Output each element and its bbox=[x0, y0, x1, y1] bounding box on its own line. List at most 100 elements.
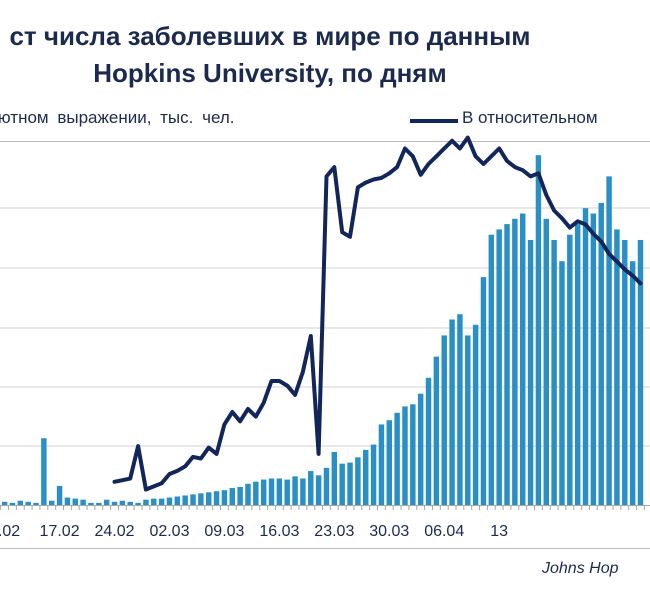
bar bbox=[119, 500, 126, 505]
bar bbox=[629, 261, 636, 505]
bar bbox=[347, 462, 353, 505]
bar bbox=[433, 356, 440, 505]
relative-series-line bbox=[112, 135, 643, 492]
bar bbox=[512, 218, 518, 506]
x-axis: 0.02 17.02 24.02 02.03 09.03 16.03 23.03 30.03 0… bbox=[0, 505, 650, 540]
chart-title-line-2: Hopkins University, по дням bbox=[93, 58, 447, 88]
bar bbox=[158, 498, 165, 505]
bar bbox=[402, 406, 408, 505]
bar bbox=[80, 499, 86, 505]
bar bbox=[213, 491, 220, 505]
top-separator bbox=[0, 141, 650, 142]
bar bbox=[449, 319, 455, 505]
x-tick-label: 24.02 bbox=[95, 523, 135, 540]
bar bbox=[41, 438, 47, 505]
bar bbox=[370, 444, 377, 505]
bar bbox=[504, 224, 510, 505]
bar bbox=[465, 335, 471, 505]
bars-layer bbox=[1, 155, 644, 506]
bar bbox=[527, 240, 534, 505]
bar bbox=[520, 213, 526, 505]
bar bbox=[425, 377, 432, 505]
bar bbox=[559, 261, 565, 505]
bar bbox=[472, 324, 479, 505]
bar bbox=[292, 476, 298, 505]
bar bbox=[49, 500, 55, 505]
bar bbox=[417, 393, 424, 505]
bar bbox=[582, 208, 589, 505]
bar bbox=[206, 492, 212, 505]
bar bbox=[229, 488, 235, 505]
bar bbox=[622, 240, 628, 505]
x-tick-label: 16.03 bbox=[259, 523, 299, 540]
line-layer bbox=[112, 135, 643, 492]
bar bbox=[598, 202, 604, 505]
bar bbox=[394, 412, 400, 505]
bar bbox=[363, 449, 369, 505]
bar bbox=[614, 229, 620, 505]
bar bbox=[488, 234, 495, 505]
bar bbox=[64, 497, 71, 505]
bar bbox=[25, 501, 31, 505]
bar bbox=[198, 493, 204, 505]
bar bbox=[253, 481, 259, 505]
bar bbox=[355, 457, 361, 505]
bar bbox=[237, 486, 243, 505]
bottom-separator bbox=[0, 548, 650, 549]
source-note: Johns Hop bbox=[542, 560, 619, 577]
bar bbox=[543, 218, 549, 506]
x-tick-label: 30.03 bbox=[369, 523, 409, 540]
bar bbox=[135, 502, 141, 505]
x-tick-label: 13 bbox=[490, 523, 508, 540]
bar bbox=[590, 213, 597, 505]
bar bbox=[260, 479, 267, 505]
bar bbox=[308, 471, 314, 505]
bar bbox=[284, 479, 290, 505]
bar bbox=[268, 478, 275, 505]
x-tick-label: 09.03 bbox=[204, 523, 244, 540]
bar bbox=[9, 502, 16, 505]
bar bbox=[221, 490, 228, 505]
bar bbox=[143, 499, 149, 505]
bar bbox=[190, 494, 196, 505]
bar bbox=[339, 463, 345, 505]
bar bbox=[96, 502, 102, 505]
bar bbox=[535, 155, 542, 505]
bar bbox=[457, 314, 463, 505]
bar bbox=[574, 224, 581, 505]
chart-title-line-1: ст числа заболевших в мире по данным bbox=[9, 21, 531, 51]
bar bbox=[480, 277, 487, 505]
bar bbox=[331, 452, 338, 505]
bar bbox=[245, 483, 251, 505]
bar bbox=[276, 478, 283, 505]
bar bbox=[567, 234, 573, 505]
bar bbox=[606, 176, 612, 505]
bar bbox=[127, 501, 133, 505]
bar bbox=[315, 475, 322, 505]
x-tick-label: 17.02 bbox=[40, 523, 80, 540]
bar bbox=[33, 502, 39, 505]
bar bbox=[88, 502, 94, 505]
x-tick-label: 06.04 bbox=[424, 523, 464, 540]
chart-title: ст числа заболевших в мире по данным Hop… bbox=[0, 18, 650, 92]
bar bbox=[496, 229, 502, 505]
bar bbox=[386, 420, 392, 505]
bar bbox=[56, 485, 63, 505]
bar bbox=[410, 404, 416, 505]
bar bbox=[323, 467, 330, 505]
bar bbox=[551, 240, 557, 505]
bar bbox=[182, 495, 188, 505]
bar bbox=[378, 424, 385, 505]
bar bbox=[166, 497, 173, 505]
legend-line-label: В относительном bbox=[462, 108, 598, 127]
x-tick-label: 02.03 bbox=[149, 523, 189, 540]
legend-line-swatch bbox=[410, 119, 458, 123]
bar bbox=[111, 501, 118, 505]
x-tick-label: 0.02 bbox=[0, 523, 20, 540]
bar bbox=[151, 498, 157, 505]
bar bbox=[174, 496, 181, 505]
legend-bars-label: лютном выражении, тыс. чел. bbox=[0, 108, 235, 127]
chart-legend: лютном выражении, тыс. чел. В относитель… bbox=[0, 108, 650, 134]
x-tick-label: 23.03 bbox=[314, 523, 354, 540]
bar bbox=[300, 478, 306, 505]
